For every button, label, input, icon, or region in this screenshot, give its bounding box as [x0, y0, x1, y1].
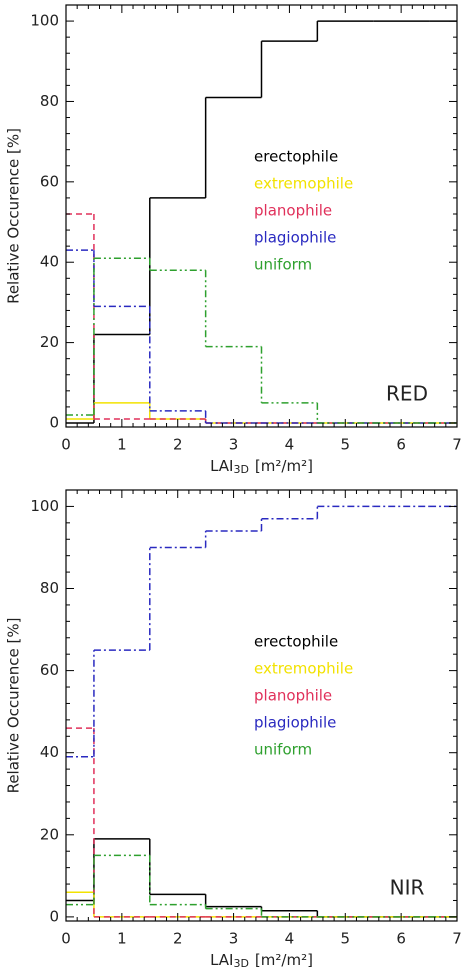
y-tick-label: 80 — [40, 92, 59, 110]
y-axis-label: Relative Occurence [%] — [5, 128, 23, 304]
y-tick-label: 60 — [40, 172, 59, 190]
legend-label: planophile — [254, 202, 332, 220]
y-tick-label: 100 — [30, 497, 59, 515]
x-tick-label: 6 — [396, 930, 406, 948]
annotation: NIR — [390, 876, 425, 900]
chart: erectophile extremophile planophile plagiop… — [5, 489, 462, 971]
x-tick-label: 2 — [173, 436, 183, 454]
x-tick-label: 5 — [341, 436, 351, 454]
legend-label: erectophile — [254, 633, 338, 651]
y-tick-label: 20 — [40, 825, 59, 843]
y-tick-label: 0 — [49, 907, 59, 925]
x-axis-label-unit: [m²/m²] — [255, 457, 313, 475]
legend-label: planophile — [254, 687, 332, 705]
plot-frame — [65, 4, 458, 428]
legend-label: plagiophile — [254, 229, 336, 247]
x-axis-label-sub: 3D — [233, 957, 248, 970]
x-tick-label: 4 — [285, 930, 295, 948]
x-tick-label: 2 — [173, 930, 183, 948]
chart: erectophile extremophile planophile plagiop… — [5, 4, 462, 477]
x-axis-label: LAI3D [m²/m²] — [210, 457, 313, 477]
x-axis-label-main: LAI — [210, 951, 233, 969]
x-tick-label: 3 — [229, 436, 239, 454]
y-tick-label: 40 — [40, 253, 59, 271]
y-axis-label: Relative Occurence [%] — [5, 618, 23, 794]
annotation: RED — [386, 382, 428, 406]
legend-label: uniform — [254, 256, 312, 274]
x-tick-label: 7 — [452, 930, 462, 948]
legend-label: erectophile — [254, 148, 338, 166]
x-tick-label: 5 — [341, 930, 351, 948]
x-tick-label: 6 — [396, 436, 406, 454]
y-tick-label: 20 — [40, 333, 59, 351]
x-tick-label: 1 — [117, 436, 127, 454]
legend-label: extremophile — [254, 660, 353, 678]
x-axis-label: LAI3D [m²/m²] — [210, 951, 313, 971]
x-axis-label-sub: 3D — [233, 463, 248, 476]
legend-label: extremophile — [254, 175, 353, 193]
x-tick-label: 7 — [452, 436, 462, 454]
plot-frame — [65, 489, 458, 922]
x-tick-label: 0 — [61, 436, 71, 454]
legend-label: plagiophile — [254, 714, 336, 732]
x-axis-label-main: LAI — [210, 457, 233, 475]
y-tick-label: 80 — [40, 579, 59, 597]
y-tick-label: 0 — [49, 413, 59, 431]
x-tick-label: 4 — [285, 436, 295, 454]
y-tick-label: 100 — [30, 12, 59, 30]
x-axis-label-unit: [m²/m²] — [255, 951, 313, 969]
x-tick-label: 1 — [117, 930, 127, 948]
x-tick-label: 3 — [229, 930, 239, 948]
y-tick-label: 40 — [40, 743, 59, 761]
y-tick-label: 60 — [40, 661, 59, 679]
legend-label: uniform — [254, 741, 312, 759]
x-tick-label: 0 — [61, 930, 71, 948]
